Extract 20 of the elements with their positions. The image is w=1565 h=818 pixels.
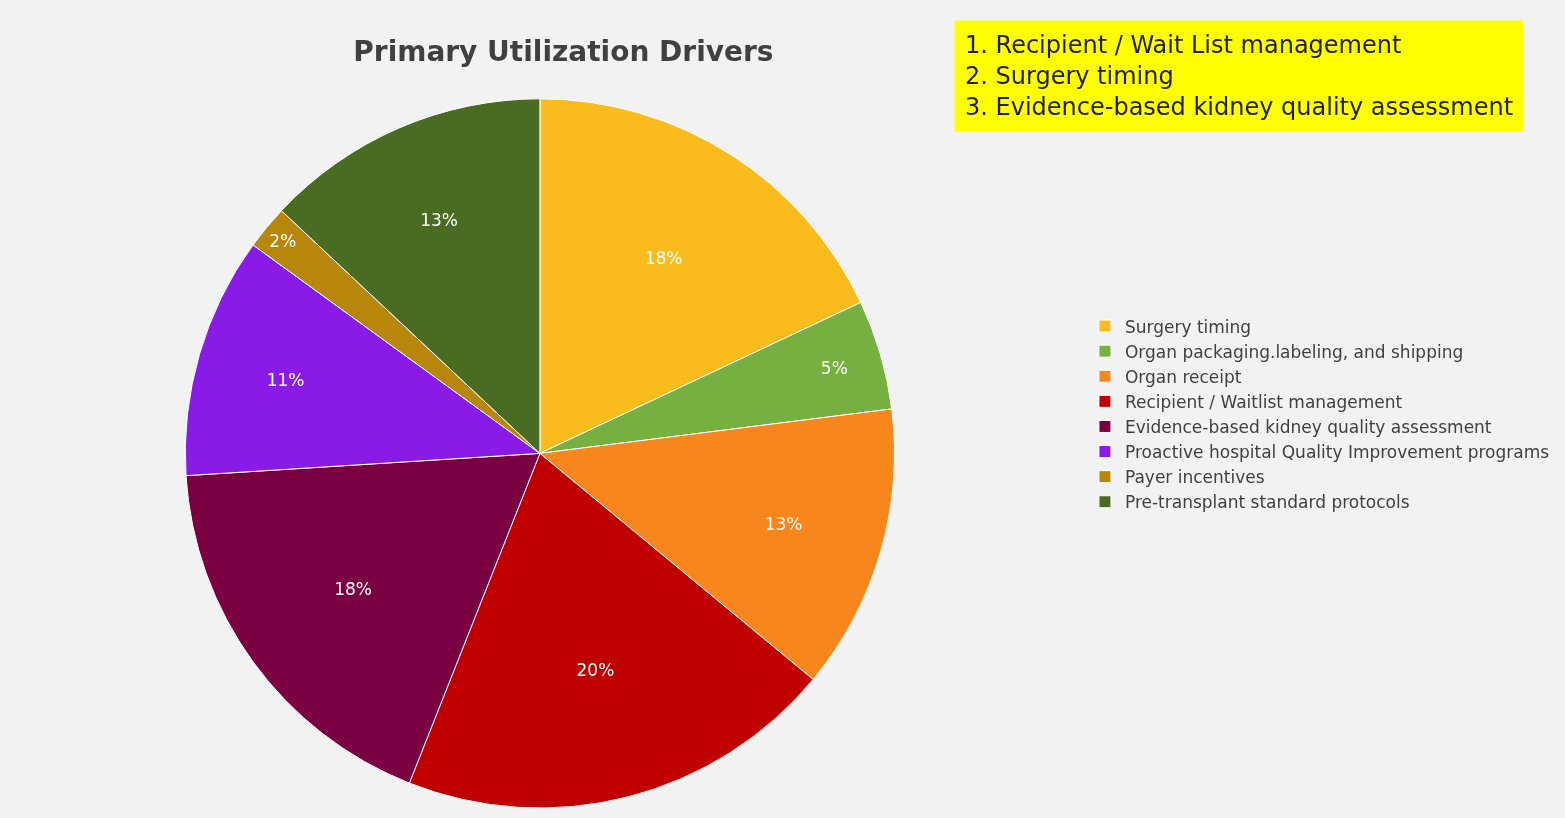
legend-label: Evidence-based kidney quality assessment (1124, 417, 1492, 438)
data-label: 5% (820, 357, 848, 378)
chart-title: Primary Utilization Drivers (353, 34, 774, 68)
data-label: 11% (266, 369, 305, 390)
legend-label: Recipient / Waitlist management (1124, 391, 1403, 412)
data-label: 18% (334, 579, 373, 600)
legend-label: Organ packaging.labeling, and shipping (1124, 341, 1464, 362)
legend-label: Payer incentives (1124, 467, 1265, 488)
data-label: 13% (420, 210, 458, 231)
data-label: 20% (576, 659, 615, 680)
text: 2. Surgery timing (965, 62, 1174, 91)
legend-label: Proactive hospital Quality Improvement programs (1124, 442, 1550, 463)
legend-label: Organ receipt (1124, 366, 1242, 387)
legend-label: Surgery timing (1124, 316, 1252, 337)
text: 3. Evidence-based kidney quality assessment (965, 93, 1514, 122)
data-label: 18% (644, 248, 683, 269)
data-label: 2% (269, 230, 297, 251)
data-label: 13% (764, 514, 803, 535)
legend-label: Pre-transplant standard protocols (1124, 492, 1410, 513)
text: 1. Recipient / Wait List management (965, 31, 1402, 59)
